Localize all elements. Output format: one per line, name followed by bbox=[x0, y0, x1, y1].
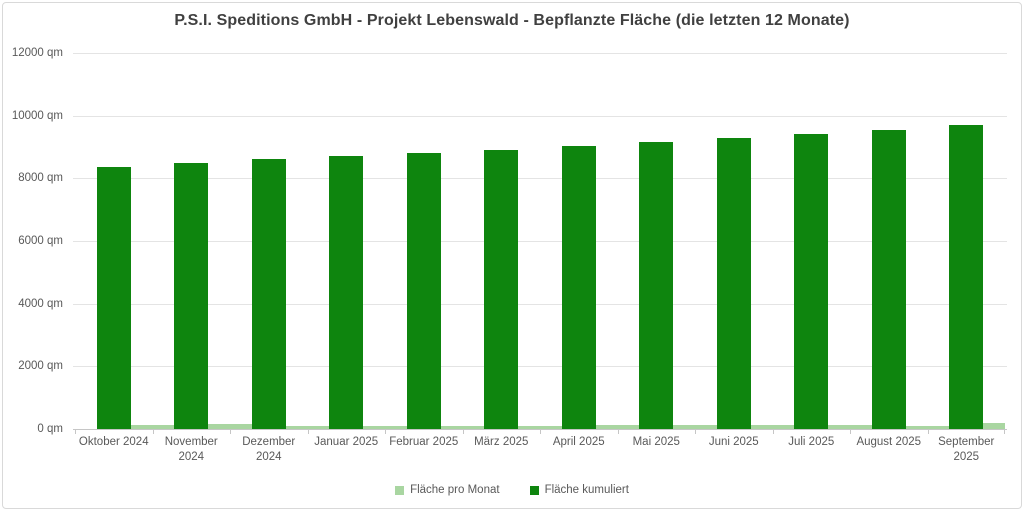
y-tick-label: 8000 qm bbox=[18, 172, 63, 185]
x-axis-label: Juli 2025 bbox=[788, 436, 835, 448]
x-axis-label: Januar 2025 bbox=[314, 436, 379, 448]
x-axis-label: Mai 2025 bbox=[632, 436, 680, 448]
bar-cumulative bbox=[716, 137, 751, 429]
bar-cumulative bbox=[871, 130, 906, 429]
x-axis-label: Februar 2025 bbox=[389, 436, 459, 448]
x-axis-tick bbox=[230, 430, 231, 434]
x-axis-tick bbox=[75, 430, 76, 434]
gridline bbox=[73, 53, 1007, 54]
legend-swatch-monthly-icon bbox=[395, 485, 405, 495]
x-axis-tick bbox=[773, 430, 774, 434]
x-axis-label: November 2024 bbox=[164, 436, 218, 463]
bar-cumulative bbox=[174, 162, 209, 429]
bar-cumulative bbox=[406, 152, 441, 429]
gridline bbox=[73, 303, 1007, 305]
y-tick-label: 10000 qm bbox=[11, 109, 63, 122]
x-axis-ticks bbox=[75, 430, 1005, 435]
x-axis-labels: Oktober 2024 November 2024 Dezember 2024 Ja… bbox=[75, 435, 1005, 465]
bar-monthly bbox=[208, 424, 254, 429]
x-axis-label: Oktober 2024 bbox=[78, 436, 149, 448]
gridlines-layer bbox=[73, 53, 1007, 430]
bar-cumulative bbox=[949, 124, 984, 429]
x-axis-label: September 2025 bbox=[938, 436, 995, 463]
x-axis-line bbox=[73, 429, 1007, 430]
bar-monthly bbox=[363, 426, 409, 429]
bar-monthly bbox=[518, 426, 564, 429]
x-axis-tick bbox=[1004, 430, 1005, 434]
x-axis-tick bbox=[695, 430, 696, 434]
legend: Fläche pro Monat Fläche kumuliert bbox=[0, 481, 1024, 499]
bar-monthly bbox=[285, 425, 331, 429]
legend-item-monthly: Fläche pro Monat bbox=[395, 484, 500, 496]
x-axis-label: April 2025 bbox=[552, 436, 605, 448]
chart-title: P.S.I. Speditions GmbH - Projekt Lebensw… bbox=[174, 12, 850, 29]
gridline bbox=[73, 241, 1007, 242]
bar-monthly bbox=[440, 425, 486, 429]
legend-item-cumulative: Fläche kumuliert bbox=[529, 484, 629, 496]
bar-monthly bbox=[595, 424, 641, 429]
legend-swatch-cumulative-icon bbox=[529, 485, 539, 495]
bar-monthly bbox=[673, 424, 719, 429]
bar-monthly bbox=[750, 425, 796, 429]
x-axis-label: März 2025 bbox=[474, 436, 529, 448]
bar-monthly bbox=[983, 423, 1005, 429]
bar-monthly bbox=[828, 424, 874, 429]
x-axis-tick bbox=[463, 430, 464, 434]
y-tick-label: 6000 qm bbox=[18, 235, 63, 247]
bar-cumulative bbox=[329, 156, 364, 429]
x-axis-label: August 2025 bbox=[856, 436, 922, 448]
legend-label-cumulative: Fläche kumuliert bbox=[544, 484, 629, 496]
bar-cumulative bbox=[96, 167, 131, 429]
bar-cumulative bbox=[484, 150, 519, 429]
y-tick-label: 2000 qm bbox=[18, 360, 63, 373]
bar-cumulative bbox=[794, 133, 829, 429]
bar-cumulative bbox=[251, 159, 286, 429]
legend-label-monthly: Fläche pro Monat bbox=[410, 484, 500, 496]
x-axis-tick bbox=[540, 430, 541, 434]
x-axis-label: Dezember 2024 bbox=[242, 436, 296, 463]
bar-monthly bbox=[130, 424, 176, 429]
bar-monthly bbox=[905, 425, 951, 429]
bar-cumulative bbox=[639, 141, 674, 429]
gridline bbox=[73, 115, 1007, 117]
plot-area bbox=[75, 53, 1005, 429]
x-axis-tick bbox=[928, 430, 929, 434]
x-axis-tick bbox=[850, 430, 851, 434]
bar-cumulative bbox=[561, 145, 596, 429]
x-axis-tick bbox=[153, 430, 154, 434]
gridline bbox=[73, 366, 1007, 368]
y-tick-label: 4000 qm bbox=[18, 297, 63, 310]
x-axis-label: Juni 2025 bbox=[708, 436, 759, 448]
x-axis-tick bbox=[308, 430, 309, 434]
gridline bbox=[73, 178, 1007, 180]
x-axis-tick bbox=[618, 430, 619, 434]
y-tick-label: 12000 qm bbox=[11, 47, 63, 59]
y-tick-label: 0 qm bbox=[37, 423, 63, 435]
x-axis-tick bbox=[385, 430, 386, 434]
